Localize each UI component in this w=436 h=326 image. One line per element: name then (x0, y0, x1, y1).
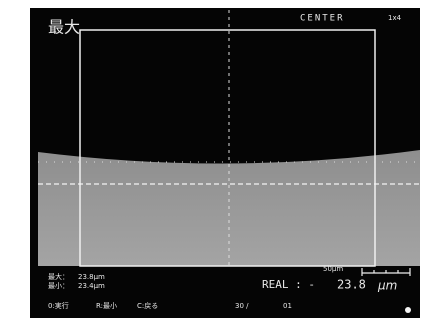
indicator (405, 307, 411, 313)
measure-label: 最小： (48, 281, 69, 290)
real-value: 23.8 (337, 278, 366, 292)
measure-value: 23.4μm (78, 282, 105, 290)
measure-value: 23.8μm (78, 273, 105, 281)
scale-label: 50μm (323, 265, 343, 273)
screen: 最大 CENTER 1x4 最大： 23.8μm 最小： 23.4μm 50μm… (0, 0, 436, 326)
menu-item[interactable]: 0:実行 (48, 301, 69, 310)
measure-label: 最大： (48, 272, 69, 281)
zoom: 1x4 (388, 14, 402, 22)
menu-item[interactable]: R:最小 (96, 301, 117, 310)
counter-current: 30 / (235, 302, 249, 310)
mode: CENTER (300, 14, 345, 24)
page: {"header": {"title": "最大", "mode": "CENT… (0, 0, 436, 326)
menu-item[interactable]: C:戻る (137, 301, 158, 310)
title: 最大 (48, 18, 80, 37)
real-unit: μm (377, 279, 397, 293)
real-label: REAL : - (262, 278, 315, 291)
counter-total: 01 (283, 302, 292, 310)
